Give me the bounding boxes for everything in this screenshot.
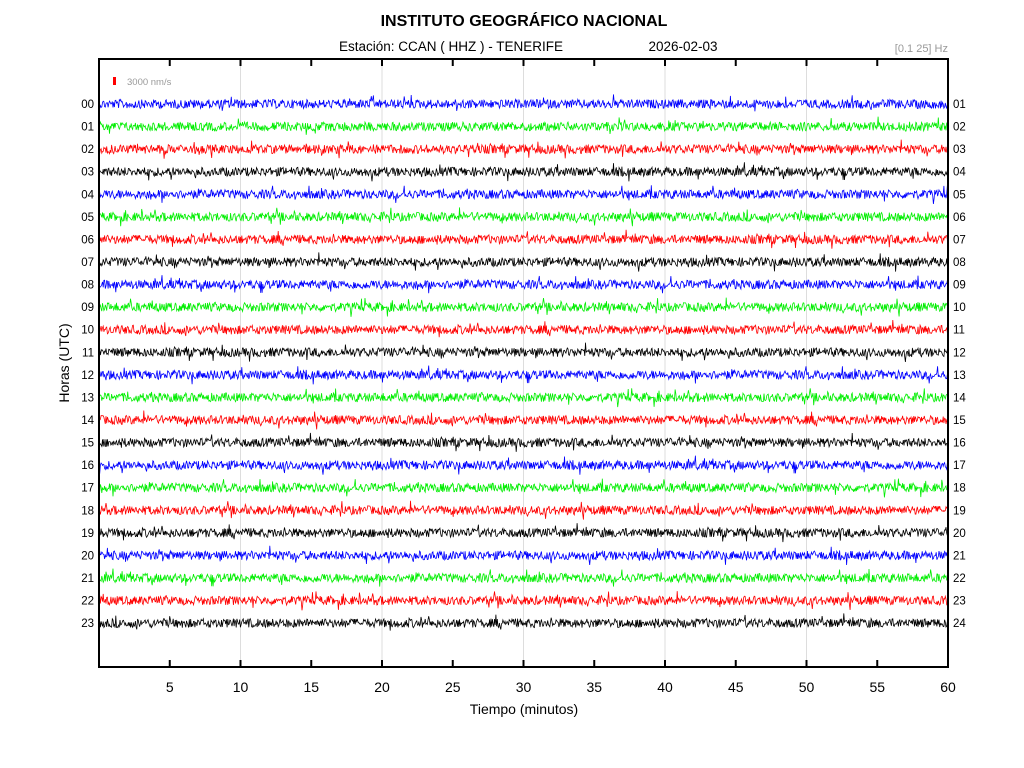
hour-label-left: 03 [81, 167, 94, 179]
hour-label-left: 07 [81, 257, 94, 269]
hour-label-left: 13 [81, 392, 94, 404]
hour-label-right: 19 [953, 505, 966, 517]
hour-label-left: 06 [81, 234, 94, 246]
trace-hour-11 [98, 342, 948, 362]
trace-hour-13 [98, 388, 948, 408]
hour-label-left: 22 [81, 596, 94, 608]
hour-label-right: 11 [953, 325, 965, 337]
hour-label-left: 09 [81, 302, 94, 314]
trace-hour-08 [98, 275, 948, 294]
trace-hour-01 [98, 116, 948, 135]
x-tick-label: 40 [657, 679, 673, 695]
x-tick-label: 5 [166, 679, 174, 695]
hour-label-right: 06 [953, 212, 966, 224]
hour-label-left: 21 [81, 573, 94, 585]
hour-label-right: 15 [953, 415, 966, 427]
hour-label-right: 24 [953, 618, 966, 630]
trace-hour-23 [98, 613, 948, 631]
x-tick-label: 45 [728, 679, 744, 695]
hour-label-right: 08 [953, 257, 966, 269]
trace-hour-09 [98, 297, 948, 317]
hour-label-right: 20 [953, 528, 966, 540]
hour-label-right: 18 [953, 483, 966, 495]
hour-label-left: 00 [81, 99, 94, 111]
trace-hour-03 [98, 162, 948, 182]
filter-label: [0.1 25] Hz [895, 43, 948, 55]
hour-label-left: 15 [81, 438, 94, 450]
chart-title: INSTITUTO GEOGRÁFICO NACIONAL [381, 11, 668, 30]
hour-label-left: 17 [81, 483, 94, 495]
hour-label-left: 01 [81, 122, 94, 134]
trace-hour-10 [98, 319, 948, 338]
hour-label-right: 09 [953, 280, 966, 292]
x-axis-label: Tiempo (minutos) [470, 701, 578, 717]
hour-label-left: 19 [81, 528, 94, 540]
x-tick-label: 15 [303, 679, 319, 695]
hour-label-left: 10 [81, 325, 94, 337]
hour-label-right: 22 [953, 573, 966, 585]
hour-label-left: 05 [81, 212, 94, 224]
date-label: 2026-02-03 [648, 39, 717, 54]
hour-label-right: 14 [953, 392, 966, 404]
hour-label-right: 13 [953, 370, 966, 382]
x-tick-label: 30 [516, 679, 532, 695]
hour-label-right: 01 [953, 99, 966, 111]
hour-label-right: 10 [953, 302, 966, 314]
trace-hour-14 [98, 410, 948, 430]
x-tick-label: 50 [799, 679, 815, 695]
trace-hour-15 [98, 432, 948, 452]
hour-label-right: 16 [953, 438, 966, 450]
trace-hour-07 [98, 252, 948, 272]
trace-hour-17 [98, 478, 948, 498]
hour-label-right: 23 [953, 596, 966, 608]
trace-hour-22 [98, 591, 948, 611]
x-tick-label: 60 [940, 679, 956, 695]
trace-hour-12 [98, 365, 948, 385]
station-label: Estación: CCAN ( HHZ ) - TENERIFE [339, 39, 563, 54]
hour-label-left: 20 [81, 550, 94, 562]
trace-hour-20 [98, 545, 948, 566]
hour-label-right: 05 [953, 189, 966, 201]
hour-label-right: 04 [953, 167, 966, 179]
hour-label-left: 16 [81, 460, 94, 472]
trace-hour-19 [98, 523, 948, 543]
hour-label-left: 14 [81, 415, 94, 427]
trace-hour-06 [98, 229, 948, 249]
hour-label-right: 12 [953, 347, 966, 359]
trace-hour-05 [98, 207, 948, 227]
hour-label-right: 02 [953, 122, 966, 134]
hour-label-left: 18 [81, 505, 94, 517]
hour-label-left: 11 [82, 347, 94, 359]
scale-bar [113, 77, 116, 85]
hour-label-left: 08 [81, 280, 94, 292]
trace-hour-18 [98, 500, 948, 520]
scale-label: 3000 nm/s [127, 77, 172, 88]
hour-label-right: 03 [953, 144, 966, 156]
trace-hour-16 [98, 455, 948, 475]
trace-hour-21 [98, 568, 948, 587]
x-tick-label: 25 [445, 679, 461, 695]
trace-hour-00 [98, 94, 948, 112]
hour-label-right: 17 [953, 460, 966, 472]
hour-label-left: 04 [81, 189, 94, 201]
hour-label-left: 02 [81, 144, 94, 156]
hour-label-left: 12 [81, 370, 94, 382]
trace-hour-04 [98, 185, 948, 205]
x-tick-label: 35 [586, 679, 602, 695]
hour-label-right: 07 [953, 234, 966, 246]
x-tick-label: 55 [869, 679, 885, 695]
x-tick-label: 10 [233, 679, 249, 695]
hour-label-right: 21 [953, 550, 966, 562]
y-axis-label: Horas (UTC) [56, 323, 72, 402]
x-tick-label: 20 [374, 679, 390, 695]
trace-hour-02 [98, 139, 948, 159]
hour-label-left: 23 [81, 618, 94, 630]
